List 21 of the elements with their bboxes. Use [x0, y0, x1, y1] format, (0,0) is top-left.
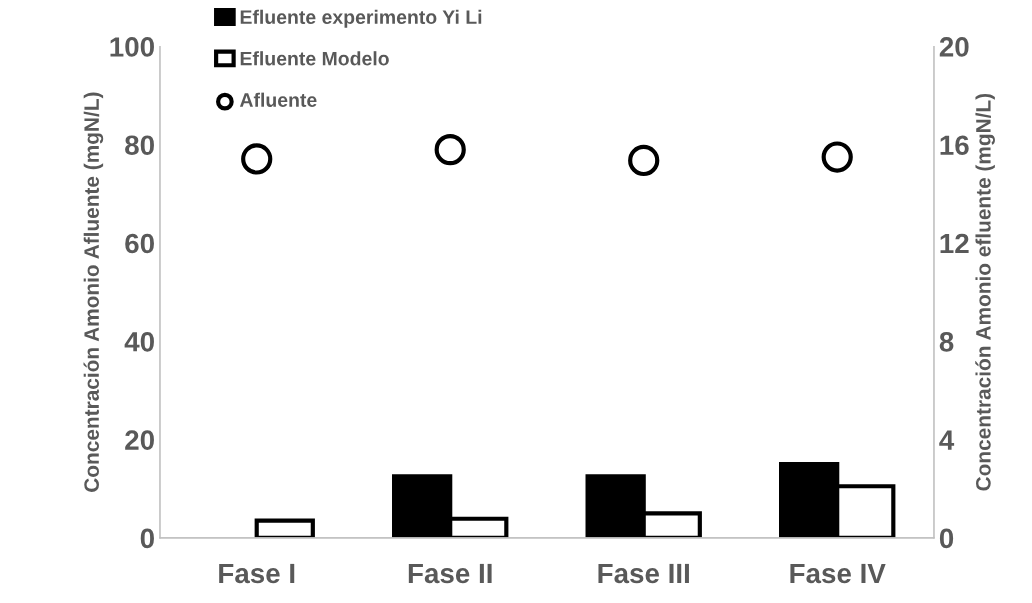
y2-axis-title: Concentración Amonio efluente (mgN/L) — [975, 93, 995, 491]
y2-tick-label: 16 — [940, 135, 969, 156]
x-tick-label: Fase II — [408, 563, 492, 584]
y-tick-label: 20 — [125, 430, 154, 450]
y2-tick-label: 20 — [939, 37, 969, 57]
y2-tick-label: 0 — [939, 528, 954, 549]
y-tick-label: 40 — [124, 331, 154, 352]
x-tick-label: Fase III — [598, 563, 689, 584]
y-axis-title: Concentración Amonio Afluente (mgN/L) — [83, 92, 104, 492]
x-tick-label: Fase I — [219, 563, 295, 584]
x-tick-label: Fase IV — [790, 563, 886, 584]
legend-label: Efluente Modelo — [240, 51, 389, 66]
y2-tick-label: 4 — [939, 430, 955, 450]
y2-tick-label: 8 — [939, 331, 954, 352]
y-tick-label: 100 — [110, 37, 154, 57]
y2-tick-label: 12 — [940, 233, 969, 254]
y-tick-label: 80 — [125, 135, 154, 156]
legend-label: Afluente — [239, 92, 317, 107]
legend-label: Efluente experimento Yi Li — [240, 9, 482, 28]
y-tick-label: 0 — [140, 528, 154, 549]
y-tick-label: 60 — [125, 233, 154, 254]
